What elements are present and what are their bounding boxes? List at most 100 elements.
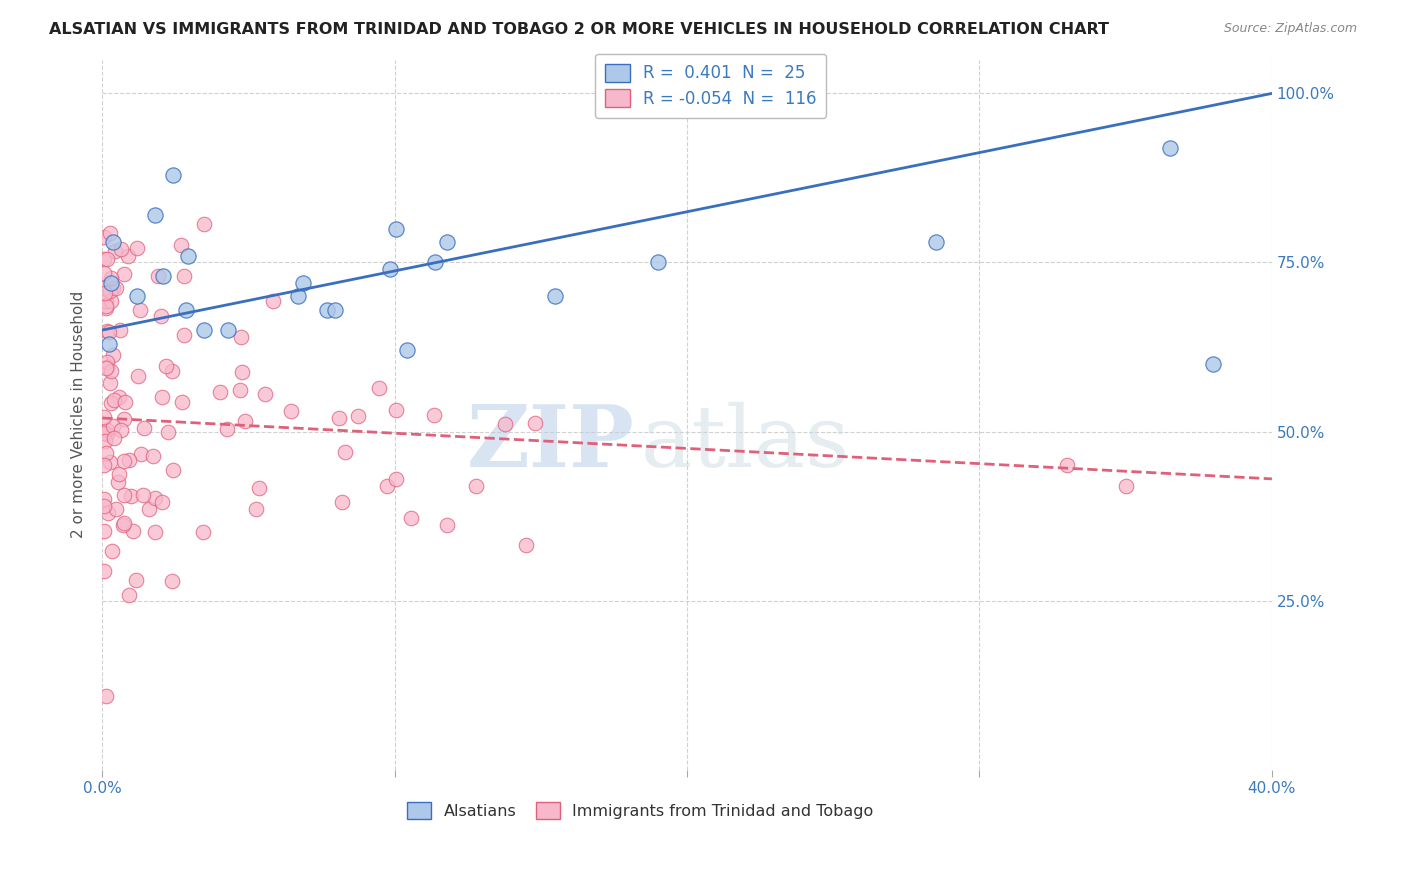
Point (173, 327, 195, 342)
Point (93, 524, 115, 538)
Point (173, 269, 195, 284)
Point (247, 481, 270, 495)
Point (385, 472, 408, 486)
Point (94, 361, 117, 376)
Point (143, 208, 166, 222)
Point (112, 267, 135, 281)
Point (125, 289, 148, 303)
Point (544, 289, 567, 303)
Point (380, 262, 402, 277)
Point (97, 506, 120, 520)
Point (401, 510, 423, 524)
Point (103, 280, 125, 294)
Point (93, 564, 115, 578)
Point (101, 348, 124, 362)
Point (108, 390, 131, 404)
Text: ALSATIAN VS IMMIGRANTS FROM TRINIDAD AND TOBAGO 2 OR MORE VEHICLES IN HOUSEHOLD : ALSATIAN VS IMMIGRANTS FROM TRINIDAD AND… (49, 22, 1109, 37)
Point (93, 458, 115, 472)
Point (368, 381, 391, 395)
Point (93, 285, 115, 300)
Point (107, 475, 129, 489)
Point (155, 359, 177, 374)
Point (647, 255, 669, 269)
Point (94, 434, 117, 448)
Point (98, 284, 121, 298)
Point (103, 431, 125, 445)
Point (110, 423, 132, 437)
Point (316, 302, 339, 317)
Point (96, 354, 118, 368)
Point (96, 294, 118, 309)
Point (174, 302, 197, 317)
Point (170, 395, 193, 409)
Point (120, 489, 142, 503)
Point (127, 241, 149, 255)
Point (494, 417, 516, 431)
Point (112, 517, 135, 532)
Point (93, 410, 115, 425)
Point (100, 294, 122, 309)
Point (280, 404, 302, 418)
Point (253, 387, 276, 401)
Point (94, 446, 117, 460)
Point (1056, 458, 1078, 473)
Point (93, 266, 115, 280)
Point (148, 269, 170, 284)
Point (193, 323, 215, 337)
Point (93, 491, 115, 506)
Point (524, 416, 547, 430)
Point (245, 502, 267, 516)
Point (150, 390, 173, 404)
Point (384, 402, 406, 417)
Legend: Alsatians, Immigrants from Trinidad and Tobago: Alsatians, Immigrants from Trinidad and … (401, 796, 880, 826)
Point (132, 488, 155, 502)
Point (94, 299, 117, 313)
Point (138, 502, 160, 516)
Point (1159, 140, 1181, 154)
Point (143, 524, 166, 539)
Point (98, 325, 121, 339)
Point (177, 249, 200, 263)
Point (328, 410, 350, 425)
Point (96, 252, 118, 267)
Point (100, 395, 122, 409)
Point (93, 252, 115, 266)
Point (162, 168, 184, 182)
Point (217, 323, 239, 337)
Point (346, 409, 368, 423)
Text: atlas: atlas (640, 401, 849, 484)
Point (193, 524, 215, 539)
Point (385, 221, 408, 235)
Point (1115, 478, 1137, 492)
Point (515, 538, 537, 552)
Point (112, 412, 135, 426)
Point (96, 423, 118, 437)
Point (103, 393, 125, 408)
Point (924, 235, 946, 250)
Point (97, 336, 120, 351)
Point (160, 574, 183, 589)
Point (229, 383, 252, 397)
Point (152, 268, 174, 283)
Point (96, 301, 118, 316)
Point (96, 324, 118, 338)
Point (100, 270, 122, 285)
Point (118, 588, 141, 602)
Point (93, 281, 115, 295)
Point (93, 499, 115, 513)
Point (98, 455, 121, 469)
Point (395, 343, 418, 358)
Point (101, 235, 124, 250)
Text: ZIP: ZIP (467, 401, 634, 485)
Point (100, 364, 122, 378)
Point (110, 242, 132, 256)
Point (332, 495, 354, 509)
Point (143, 491, 166, 505)
Point (229, 330, 252, 344)
Point (132, 421, 155, 435)
Point (149, 310, 172, 324)
Point (160, 364, 183, 378)
Y-axis label: 2 or more Vehicles in Household: 2 or more Vehicles in Household (72, 291, 86, 538)
Point (117, 249, 139, 263)
Point (262, 293, 284, 308)
